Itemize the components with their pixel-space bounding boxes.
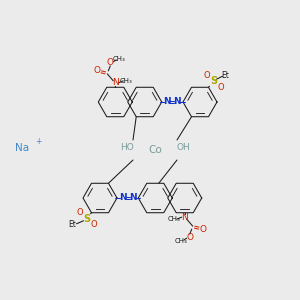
Text: CH₃: CH₃ xyxy=(174,238,187,244)
Text: N: N xyxy=(181,213,188,222)
Text: N: N xyxy=(173,98,181,106)
Text: O: O xyxy=(217,83,224,92)
Text: OH: OH xyxy=(176,143,190,152)
Text: CH₃: CH₃ xyxy=(167,216,180,222)
Text: O: O xyxy=(94,66,101,75)
Text: S: S xyxy=(83,214,90,224)
Text: N: N xyxy=(129,194,136,202)
Text: N: N xyxy=(119,194,127,202)
Text: S: S xyxy=(210,76,217,86)
Text: O: O xyxy=(199,225,206,234)
Text: O: O xyxy=(90,220,97,229)
Text: CH₃: CH₃ xyxy=(120,78,133,84)
Text: +: + xyxy=(35,137,41,146)
Text: O: O xyxy=(203,71,210,80)
Text: O: O xyxy=(107,58,114,67)
Text: N: N xyxy=(112,78,119,87)
Text: N: N xyxy=(164,98,171,106)
Text: HO: HO xyxy=(120,143,134,152)
Text: O: O xyxy=(186,233,193,242)
Text: Na: Na xyxy=(15,143,29,153)
Text: CH₃: CH₃ xyxy=(113,56,126,62)
Text: Et: Et xyxy=(69,220,76,229)
Text: Co: Co xyxy=(148,145,162,155)
Text: O: O xyxy=(76,208,83,217)
Text: Et: Et xyxy=(222,71,230,80)
